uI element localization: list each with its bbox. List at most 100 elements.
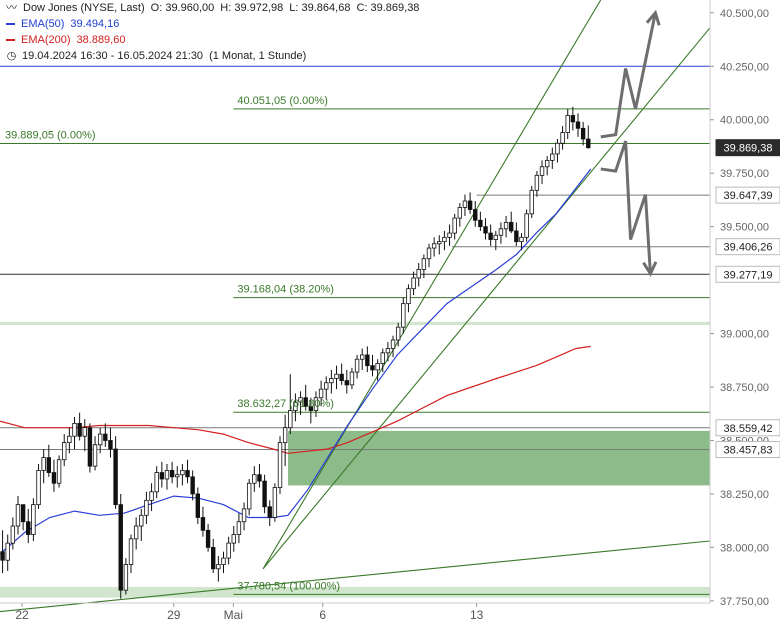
candle-body-34 — [175, 474, 180, 478]
horizontal-levels — [0, 65, 710, 595]
candle-body-6 — [31, 504, 36, 535]
y-tick-label-8: 38.250,00 — [720, 489, 769, 501]
candle-body-17 — [87, 427, 93, 467]
x-axis: 22 29 Mai 6 13 — [0, 602, 710, 622]
candle-body-68 — [349, 371, 355, 386]
candle-body-35 — [180, 470, 185, 476]
arrow-head-0 — [645, 9, 661, 26]
candle-body-105 — [539, 166, 545, 176]
candle-body-32 — [164, 470, 170, 480]
arrow-path-0 — [600, 12, 657, 139]
candle-body-40 — [205, 529, 211, 548]
candle-body-107 — [550, 153, 555, 161]
candle-body-31 — [159, 472, 165, 480]
fib-label-0: 40.051,05 (0.00%) — [237, 95, 328, 107]
candle-body-42 — [216, 564, 221, 570]
fib-labels: 40.051,05 (0.00%) 39.889,05 (0.00%) 39.168… — [5, 95, 340, 593]
candle-body-10 — [51, 472, 57, 484]
y-axis: 40.500,00 40.250,00 40.000,00 39.750,00 39.5… — [709, 0, 769, 608]
fib-label-2: 39.168,04 (38.20%) — [237, 284, 334, 296]
candle-body-62 — [318, 388, 324, 399]
candle-body-97 — [498, 228, 504, 236]
price-badge-label-0: 39.869,38 — [724, 143, 773, 155]
legend-ema50-label: EMA(50) — [21, 18, 65, 30]
candle-body-18 — [92, 444, 98, 467]
candle-body-0 — [0, 551, 5, 561]
price-badge-label-1: 39.647,39 — [724, 190, 773, 202]
candle-body-33 — [169, 470, 175, 478]
candle-body-23 — [118, 504, 123, 591]
candle-body-71 — [365, 354, 370, 367]
price-badge-label-5: 38.457,83 — [724, 445, 773, 457]
candle-body-82 — [421, 258, 427, 270]
candle-body-106 — [544, 159, 550, 168]
candle-body-24 — [123, 564, 129, 591]
candle-body-84 — [431, 243, 437, 249]
candle-body-56 — [288, 410, 293, 429]
y-tick-label-1: 40.250,00 — [720, 61, 769, 73]
legend-ema200-row: EMA(200) 38.889,60 — [0, 32, 425, 48]
price-badge-2 — [715, 238, 780, 256]
y-tick-label-6: 38.750,00 — [720, 382, 769, 394]
candle-body-25 — [128, 538, 134, 565]
trendline-2 — [0, 540, 711, 613]
candle-body-4 — [20, 504, 26, 523]
price-badge-label-3: 39.277,19 — [724, 269, 773, 281]
price-badge-1 — [715, 186, 780, 204]
ema200-line — [0, 345, 591, 454]
y-tick-label-5: 39.000,00 — [720, 329, 769, 341]
candle-body-102 — [524, 213, 529, 238]
candle-body-98 — [503, 221, 509, 230]
candle-body-76 — [390, 339, 396, 349]
candle-body-7 — [36, 470, 41, 506]
clock-icon: ◷ — [6, 50, 17, 62]
candle-body-9 — [46, 457, 52, 473]
x-tick-label-4: 13 — [470, 608, 484, 622]
x-tick-label-1: 29 — [167, 608, 181, 622]
candle-body-39 — [200, 517, 206, 531]
candle-body-50 — [257, 474, 262, 482]
candle-body-66 — [339, 373, 344, 382]
candle-body-90 — [462, 200, 468, 208]
candle-body-108 — [555, 142, 560, 155]
candle-body-91 — [467, 200, 473, 210]
legend-ema50-value: 39.494,16 — [70, 18, 120, 30]
candle-body-36 — [185, 470, 190, 478]
chart-legend: 〰 Dow Jones (NYSE, Last) O: 39.960,00 H:… — [0, 0, 425, 64]
legend-ema50-row: EMA(50) 39.494,16 — [0, 16, 425, 32]
candle-body-45 — [231, 534, 236, 544]
price-badge-3 — [715, 265, 780, 283]
candle-body-101 — [519, 236, 524, 243]
candle-body-100 — [514, 230, 519, 243]
candle-body-8 — [41, 457, 46, 471]
candle-body-12 — [62, 442, 67, 461]
wave-icon: 〰 — [6, 2, 17, 14]
candle-body-88 — [452, 217, 457, 234]
price-badge-4 — [715, 419, 780, 437]
legend-range: 19.04.2024 16:30 - 16.05.2024 21:30 — [22, 50, 204, 62]
price-badge-label-4: 38.559,42 — [724, 423, 773, 435]
candle-body-87 — [447, 232, 452, 238]
candle-body-59 — [303, 397, 308, 407]
zone-2 — [0, 586, 710, 598]
candle-body-72 — [370, 365, 375, 371]
ema200-swatch — [6, 39, 15, 41]
candle-body-13 — [67, 435, 72, 444]
legend-range-row: ◷ 19.04.2024 16:30 - 16.05.2024 21:30 (1… — [0, 48, 425, 64]
x-tick-label-3: 6 — [319, 608, 326, 622]
moving-averages — [0, 168, 592, 555]
candle-body-22 — [113, 448, 118, 506]
candle-body-41 — [211, 547, 216, 570]
candle-body-61 — [313, 397, 319, 411]
y-tick-label-3: 39.750,00 — [720, 168, 769, 180]
y-tick-label-4: 39.500,00 — [720, 222, 769, 234]
price-badge-label-2: 39.406,26 — [724, 242, 773, 254]
candle-body-3 — [15, 504, 21, 527]
candle-body-63 — [324, 382, 329, 390]
fib-label-1: 39.889,05 (0.00%) — [5, 129, 96, 141]
zone-0 — [287, 430, 710, 486]
candle-body-109 — [560, 132, 565, 144]
candle-body-44 — [226, 542, 231, 559]
candle-body-5 — [26, 521, 31, 535]
